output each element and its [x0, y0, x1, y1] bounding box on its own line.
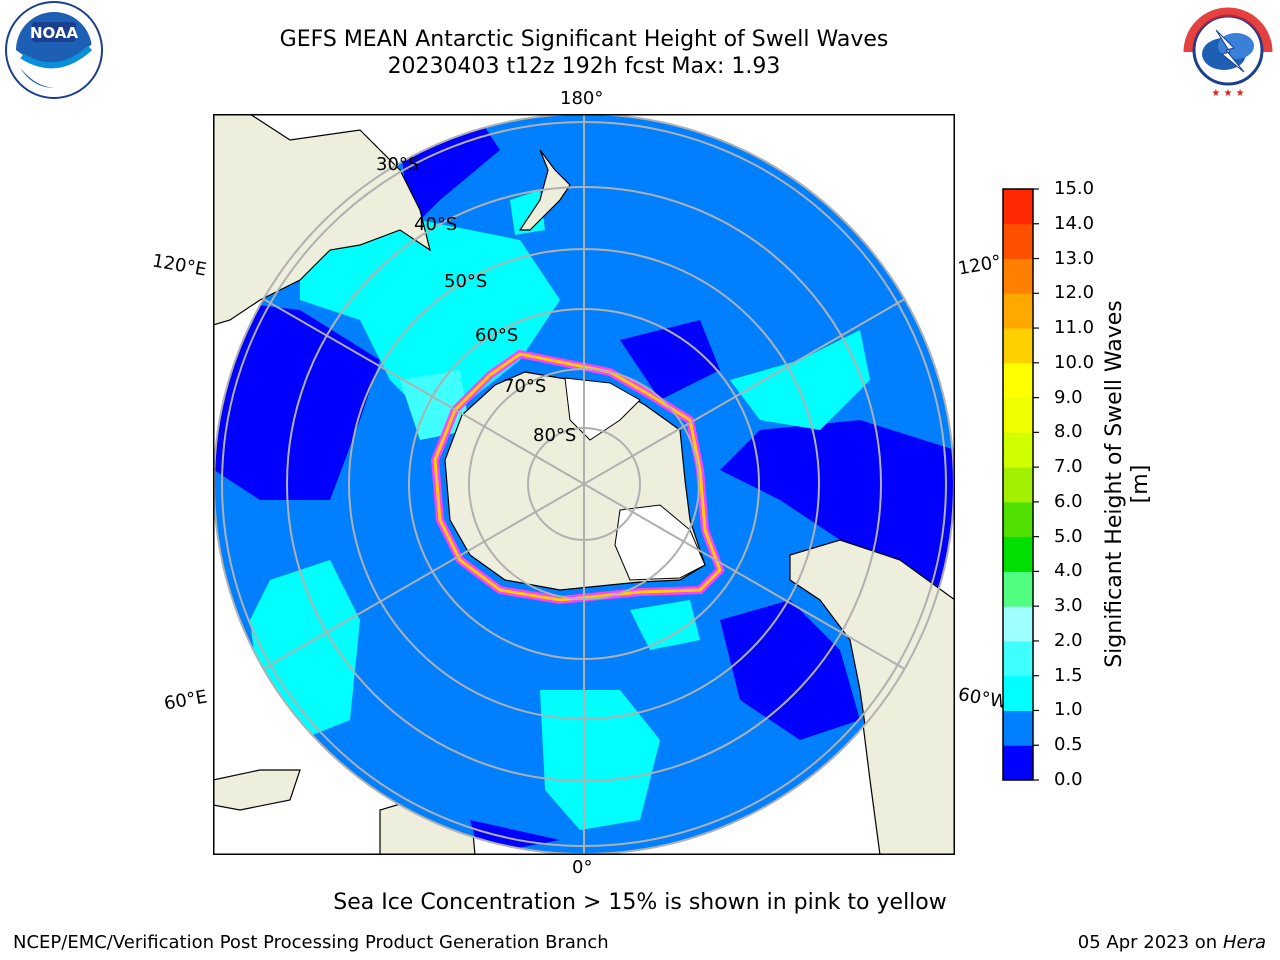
colorbar-segment — [1003, 223, 1033, 260]
colorbar-tick-label: 3.0 — [1054, 595, 1083, 617]
colorbar-segment — [1003, 258, 1033, 294]
lon-label-120e: 120°E — [150, 250, 209, 281]
colorbar-tick-label: 1.0 — [1054, 699, 1083, 721]
graticule — [214, 114, 954, 854]
colorbar-segment — [1003, 501, 1033, 538]
nws-logo: ★ ★ ★ — [1181, 3, 1275, 99]
map-panel: 30°S 40°S 50°S 60°S 70°S 80°S — [213, 114, 955, 855]
colorbar-tick-label: 12.0 — [1054, 282, 1095, 304]
svg-text:80°S: 80°S — [533, 425, 576, 446]
colorbar-tick-label: 11.0 — [1054, 317, 1095, 339]
colorbar-segment — [1003, 432, 1033, 468]
sea-ice-note: Sea Ice Concentration > 15% is shown in … — [333, 890, 947, 915]
colorbar-segment — [1003, 189, 1033, 225]
colorbar-tick-label: 1.5 — [1054, 664, 1083, 686]
colorbar-segment — [1003, 606, 1033, 642]
svg-text:50°S: 50°S — [444, 271, 487, 292]
colorbar-segment — [1003, 293, 1033, 329]
colorbar-tick-label: 4.0 — [1054, 560, 1083, 582]
colorbar-segment — [1003, 328, 1033, 364]
latitude-labels: 30°S 40°S 50°S 60°S 70°S 80°S — [376, 154, 576, 446]
colorbar-tick-label: 15.0 — [1054, 178, 1095, 199]
colorbar-tick-label: 10.0 — [1054, 351, 1095, 373]
lon-label-0: 0° — [572, 857, 593, 878]
noaa-logo: NOAA — [5, 1, 103, 99]
colorbar-tick-label: 6.0 — [1054, 490, 1083, 512]
colorbar-segment — [1003, 745, 1033, 781]
colorbar-segment — [1003, 710, 1033, 746]
colorbar-tick-label: 7.0 — [1054, 456, 1083, 478]
svg-text:40°S: 40°S — [414, 214, 457, 235]
lon-label-120w: 120°W — [956, 251, 1002, 280]
colorbar-tick-label: 2.0 — [1054, 629, 1083, 651]
colorbar-segment — [1003, 467, 1033, 503]
footer-host: Hera — [1222, 932, 1266, 953]
colorbar-tick-label: 13.0 — [1054, 247, 1095, 269]
colorbar-tick-label: 5.0 — [1054, 525, 1083, 547]
lon-label-60e: 60°E — [162, 686, 209, 715]
lon-label-180: 180° — [560, 88, 604, 109]
colorbar-segment — [1003, 397, 1033, 433]
chart-title: GEFS MEAN Antarctic Significant Height o… — [279, 27, 889, 52]
svg-text:★ ★ ★: ★ ★ ★ — [1211, 88, 1244, 99]
colorbar-segment — [1003, 571, 1033, 607]
svg-text:30°S: 30°S — [376, 154, 419, 175]
footer-date: 05 Apr 2023 on Hera — [1078, 932, 1266, 953]
svg-text:60°S: 60°S — [475, 325, 518, 346]
svg-text:70°S: 70°S — [503, 376, 546, 397]
colorbar-segment — [1003, 362, 1033, 399]
footer-credit: NCEP/EMC/Verification Post Processing Pr… — [13, 932, 609, 953]
colorbar-tick-label: 0.0 — [1054, 769, 1083, 790]
colorbar-title: Significant Height of Swell Waves [m] — [1102, 300, 1153, 668]
noaa-logo-text: NOAA — [30, 24, 79, 42]
colorbar-tick-label: 8.0 — [1054, 421, 1083, 443]
colorbar-tick-label: 14.0 — [1054, 212, 1095, 234]
colorbar-tick-label: 9.0 — [1054, 386, 1083, 408]
colorbar-segment — [1003, 640, 1033, 677]
colorbar-segment — [1003, 536, 1033, 572]
footer-date-text: 05 Apr 2023 on — [1077, 932, 1223, 953]
colorbar — [1002, 188, 1039, 781]
colorbar-tick-label: 0.5 — [1054, 734, 1083, 756]
colorbar-segment — [1003, 675, 1033, 711]
chart-subtitle: 20230403 t12z 192h fcst Max: 1.93 — [387, 54, 781, 79]
